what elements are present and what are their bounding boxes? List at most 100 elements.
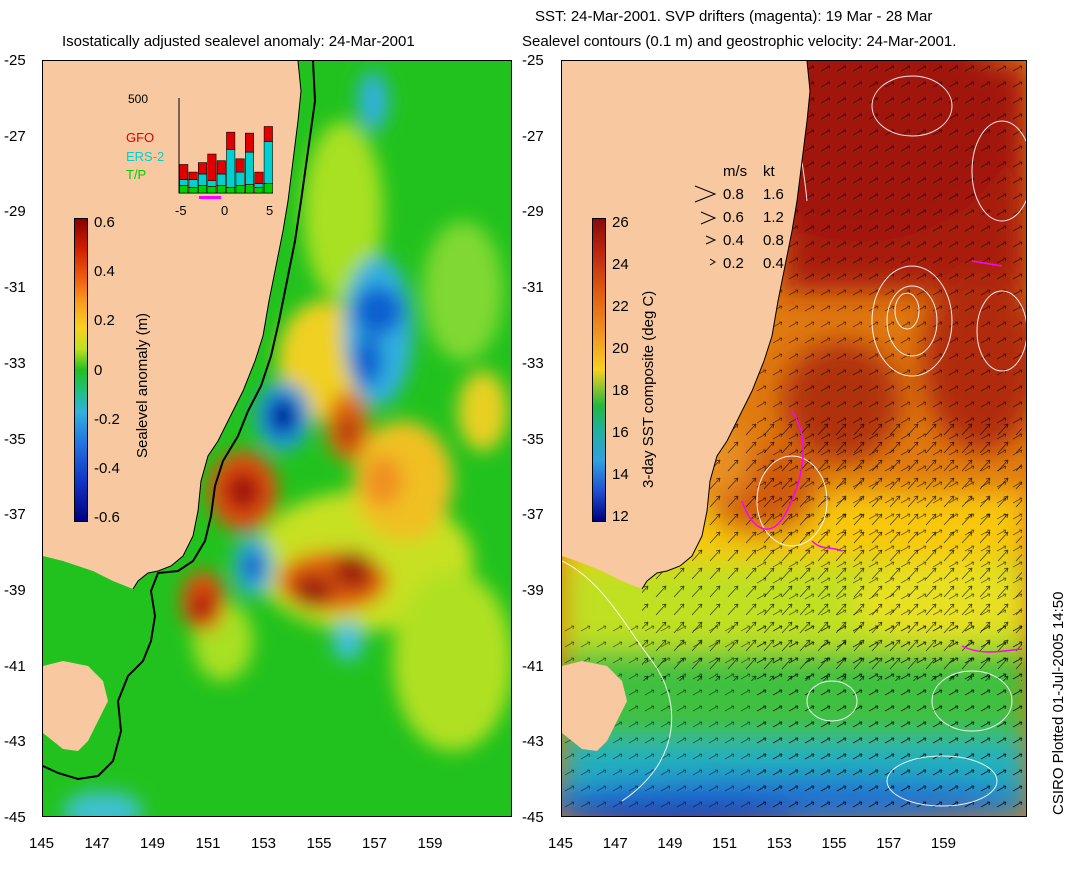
velocity-legend-ms-2: 0.4 bbox=[723, 232, 744, 249]
right-lat-tick-minus43: -43 bbox=[522, 733, 544, 751]
inset-bar-gfo bbox=[235, 158, 245, 173]
sst-tick-14: 14 bbox=[612, 466, 629, 483]
left-lat-tick-minus25: -25 bbox=[4, 52, 26, 69]
right-lon-tick-145: 145 bbox=[548, 835, 574, 852]
svp-drifter-tracks bbox=[741, 260, 1023, 653]
coastline bbox=[132, 61, 302, 590]
sealevel-tick-minus0.6: -0.6 bbox=[94, 509, 120, 526]
left-lon-tick-145: 145 bbox=[29, 835, 55, 852]
right-panel-title-line1: SST: 24-Mar-2001. SVP drifters (magenta)… bbox=[535, 8, 933, 25]
left-lat-tick-minus31: -31 bbox=[4, 279, 26, 297]
inset-bar-tp bbox=[254, 187, 264, 194]
inset-bar-tp bbox=[179, 185, 189, 194]
right-lon-tick-147: 147 bbox=[602, 835, 628, 852]
right-lat-tick-minus31: -31 bbox=[522, 279, 544, 297]
australia-mainland-sst bbox=[562, 61, 810, 589]
inset-xtick-neg5: -5 bbox=[175, 203, 187, 218]
inset-ymax-label: 500 bbox=[128, 92, 149, 106]
left-lat-tick-minus27: -27 bbox=[4, 127, 26, 145]
plot-credit: CSIRO Plotted 01-Jul-2005 14:50 bbox=[1050, 591, 1067, 815]
inset-bar-gfo bbox=[188, 171, 198, 180]
inset-bar-tp bbox=[226, 187, 236, 194]
sealevel-anomaly-field bbox=[43, 61, 511, 816]
sst-colorbar bbox=[592, 218, 606, 522]
left-lat-tick-minus39: -39 bbox=[4, 581, 26, 599]
sealevel-tick-0: 0 bbox=[94, 362, 103, 379]
inset-bar-ers bbox=[235, 171, 245, 186]
left-lat-tick-minus29: -29 bbox=[4, 203, 26, 221]
right-lat-tick-minus45: -45 bbox=[522, 809, 544, 826]
sst-colorbar-label: 3-day SST composite (deg C) bbox=[640, 290, 657, 488]
inset-bar-ers bbox=[263, 141, 273, 184]
inset-legend-gfo: GFO bbox=[126, 130, 155, 145]
inset-bar-gfo bbox=[254, 171, 264, 184]
sst-tick-12: 12 bbox=[612, 508, 629, 525]
coastline-sst bbox=[641, 61, 811, 590]
sealevel-colorbar bbox=[74, 218, 88, 522]
left-panel-title: Isostatically adjusted sealevel anomaly:… bbox=[62, 33, 415, 50]
inset-legend-ers2: ERS-2 bbox=[126, 149, 165, 164]
inset-bar-gfo bbox=[226, 131, 236, 150]
inset-bar-gfo bbox=[245, 132, 255, 153]
inset-bar-gfo bbox=[207, 153, 217, 181]
inset-bar-gfo bbox=[198, 162, 208, 175]
sst-tick-26: 26 bbox=[612, 214, 629, 231]
velocity-legend-kt-1: 1.2 bbox=[763, 209, 784, 226]
sst-tick-20: 20 bbox=[612, 340, 629, 357]
sealevel-tick-0.2: 0.2 bbox=[94, 312, 115, 329]
left-lat-tick-minus41: -41 bbox=[4, 657, 26, 675]
sealevel-tick-0.6: 0.6 bbox=[94, 214, 115, 231]
left-lon-tick-153: 153 bbox=[251, 835, 277, 852]
velocity-legend-header-ms: m/s bbox=[723, 163, 748, 180]
velocity-legend-kt-3: 0.4 bbox=[763, 255, 784, 272]
sst-tick-24: 24 bbox=[612, 256, 629, 273]
left-lon-tick-159: 159 bbox=[417, 835, 443, 852]
inset-date-window bbox=[199, 196, 221, 199]
sst-tick-22: 22 bbox=[612, 298, 629, 315]
tasmania bbox=[43, 661, 108, 751]
inset-bar-ers bbox=[254, 183, 264, 188]
inset-bar-ers bbox=[198, 173, 208, 186]
velocity-legend-header-kt: kt bbox=[763, 163, 775, 180]
inset-xtick-0: 0 bbox=[221, 203, 229, 218]
left-lon-tick-155: 155 bbox=[306, 835, 332, 852]
right-lon-tick-159: 159 bbox=[930, 835, 956, 852]
right-panel-title-line2: Sealevel contours (0.1 m) and geostrophi… bbox=[522, 33, 957, 50]
left-lat-tick-minus43: -43 bbox=[4, 733, 26, 751]
velocity-legend-ms-3: 0.2 bbox=[723, 255, 744, 272]
right-lat-tick-minus33: -33 bbox=[522, 354, 544, 372]
sealevel-colorbar-label: Sealevel anomaly (m) bbox=[134, 312, 151, 458]
inset-bar-tp bbox=[245, 184, 255, 194]
inset-xtick-5: 5 bbox=[266, 203, 274, 218]
inset-bar-gfo bbox=[179, 164, 189, 180]
inset-bar-tp bbox=[263, 183, 273, 194]
velocity-legend-kt-0: 1.6 bbox=[763, 186, 784, 203]
left-lon-tick-147: 147 bbox=[84, 835, 110, 852]
inset-bar-tp bbox=[207, 186, 217, 194]
sealevel-contours bbox=[562, 61, 1026, 807]
left-lon-tick-151: 151 bbox=[195, 835, 221, 852]
inset-bar-ers bbox=[216, 173, 226, 186]
left-lat-tick-minus45: -45 bbox=[4, 809, 26, 826]
right-lat-tick-minus39: -39 bbox=[522, 581, 544, 599]
right-lon-tick-157: 157 bbox=[876, 835, 902, 852]
inset-bar-tp bbox=[235, 185, 245, 194]
velocity-legend-kt-2: 0.8 bbox=[763, 232, 784, 249]
sst-field bbox=[562, 61, 1026, 816]
sealevel-tick-minus0.4: -0.4 bbox=[94, 460, 120, 477]
altimeter-inset bbox=[178, 98, 273, 199]
inset-bar-tp bbox=[188, 187, 198, 194]
sealevel-tick-minus0.2: -0.2 bbox=[94, 411, 120, 428]
inset-bar-ers bbox=[207, 180, 217, 187]
sealevel-tick-0.4: 0.4 bbox=[94, 263, 115, 280]
inset-bar-ers bbox=[179, 179, 189, 186]
right-lon-tick-153: 153 bbox=[766, 835, 792, 852]
shelf-contour bbox=[43, 61, 317, 781]
right-lat-tick-minus27: -27 bbox=[522, 127, 544, 145]
inset-legend-tp: T/P bbox=[126, 167, 147, 182]
velocity-legend-ms-0: 0.8 bbox=[723, 186, 744, 203]
inset-bar-gfo bbox=[263, 126, 273, 142]
left-lat-tick-minus35: -35 bbox=[4, 430, 26, 448]
inset-bar-gfo bbox=[216, 160, 226, 175]
right-lon-tick-155: 155 bbox=[821, 835, 847, 852]
